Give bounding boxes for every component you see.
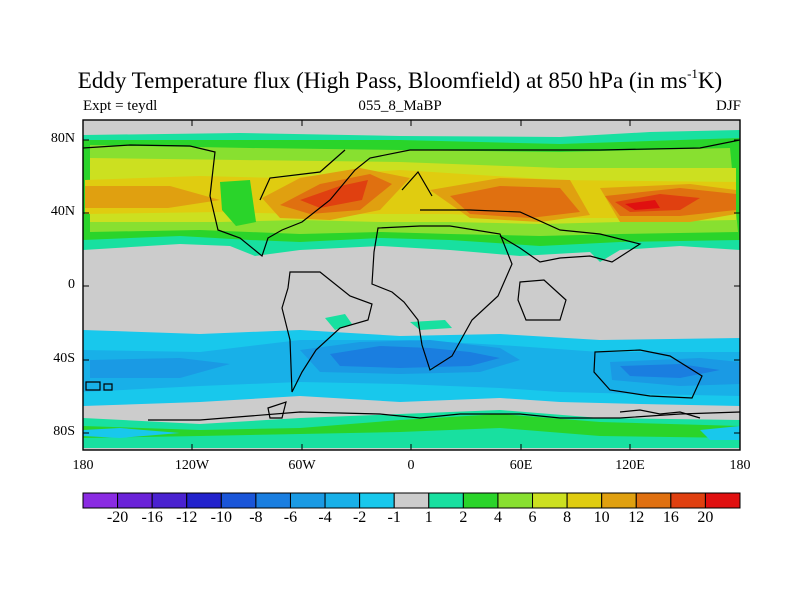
period-label: 055_8_MaBP (358, 98, 442, 114)
title-superscript: -1 (687, 66, 698, 81)
colorbar-swatch (670, 492, 706, 509)
title-end: K) (697, 68, 723, 93)
colorbar-tick-label: -6 (283, 509, 298, 526)
colorbar-tick-label: -16 (141, 509, 163, 526)
colorbar-swatch (704, 492, 741, 509)
lon-label-120w: 120W (174, 458, 210, 473)
colorbar-swatch (462, 492, 499, 509)
colorbar-tick-label: 4 (493, 509, 502, 526)
lat-label-40s: 40S (53, 351, 75, 366)
colorbar-swatch (117, 492, 153, 509)
colorbar-swatch (566, 492, 603, 509)
colorbar-tick-label: -4 (318, 509, 332, 526)
colorbar-swatch (220, 492, 257, 509)
colorbar-swatch (428, 492, 464, 509)
northern-flux-band (83, 130, 740, 262)
colorbar-tick-label: -8 (249, 509, 263, 526)
colorbar-swatch (497, 492, 534, 509)
lon-label-120e: 120E (615, 458, 645, 473)
colorbar-tick-label: 2 (459, 509, 468, 526)
lon-label-60e: 60E (509, 458, 533, 473)
lon-label-60w: 60W (288, 458, 316, 473)
colorbar-tick-label: 8 (563, 509, 572, 526)
lat-label-80n: 80N (50, 131, 75, 146)
season-label: DJF (715, 98, 741, 114)
colorbar-tick-label: 1 (424, 509, 433, 526)
colorbar-tick-label: 16 (662, 509, 679, 526)
colorbar-swatch (82, 492, 119, 509)
coastlines (83, 139, 740, 421)
colorbar-tick-label: 6 (528, 509, 537, 526)
colorbar-swatch (324, 492, 361, 509)
colorbar-swatch (255, 492, 291, 509)
lat-label-80s: 80S (53, 424, 75, 439)
colorbar-swatch (151, 492, 188, 509)
colorbar-swatch (289, 492, 326, 509)
experiment-label: Expt = teydl (83, 98, 158, 114)
colorbar-swatch (601, 492, 637, 509)
colorbar-swatch (532, 492, 568, 509)
colorbar-tick-label: -1 (387, 509, 401, 526)
title-text: Eddy Temperature flux (High Pass, Bloomf… (77, 68, 688, 93)
colorbar-swatch (635, 492, 672, 509)
colorbar-swatch (186, 492, 222, 509)
lat-label-0: 0 (68, 277, 75, 292)
lon-label-180e: 180 (729, 458, 751, 473)
colorbar-tick-label: 10 (593, 509, 610, 526)
colorbar-swatch (359, 492, 395, 509)
colorbar-tick-label: -2 (352, 509, 367, 526)
colorbar-tick-label: 20 (697, 509, 714, 526)
lon-label-180w: 180 (72, 458, 94, 473)
colorbar-tick-label: -20 (106, 509, 129, 526)
colorbar-swatch (393, 492, 430, 509)
colorbar-tick-label: 12 (628, 509, 645, 526)
colorbar-tick-label: -12 (176, 509, 198, 526)
southern-flux-band (83, 314, 740, 448)
colorbar-tick-label: -10 (210, 509, 232, 526)
lat-label-40n: 40N (50, 204, 75, 219)
map-title: Eddy Temperature flux (High Pass, Bloomf… (0, 66, 800, 94)
lon-label-0: 0 (407, 458, 415, 473)
